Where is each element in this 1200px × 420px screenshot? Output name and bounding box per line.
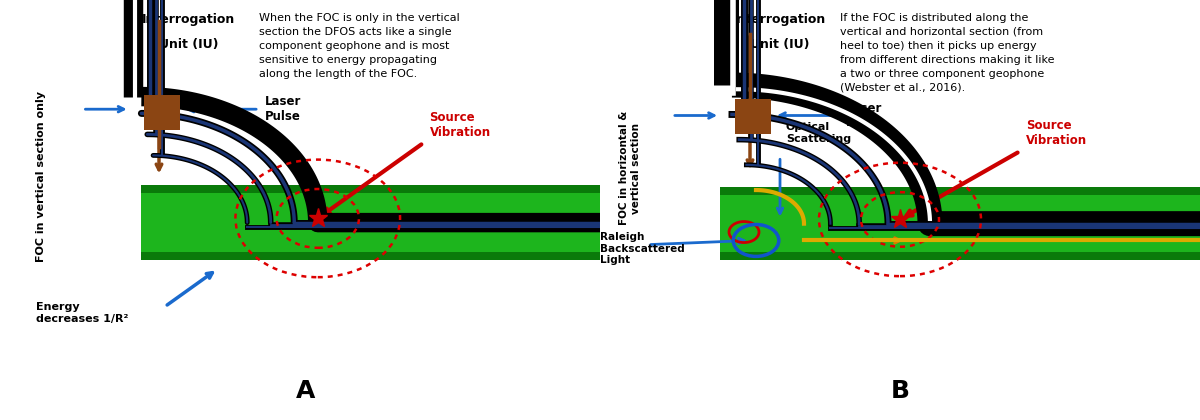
- Text: FOC in horizontal &
vertical section: FOC in horizontal & vertical section: [619, 111, 641, 225]
- Text: Laser
Pulse: Laser Pulse: [265, 95, 301, 123]
- Bar: [734, 99, 772, 134]
- Bar: [720, 252, 1200, 260]
- Bar: [720, 187, 1200, 260]
- Text: Unit (IU): Unit (IU): [750, 38, 810, 51]
- Text: B: B: [890, 379, 910, 403]
- Text: Interrogation: Interrogation: [733, 13, 827, 26]
- Text: Optical
Scattering: Optical Scattering: [786, 122, 851, 144]
- Text: If the FOC is distributed along the
vertical and horizontal section (from
heel t: If the FOC is distributed along the vert…: [840, 13, 1055, 92]
- Text: A: A: [296, 379, 316, 403]
- Bar: [142, 185, 600, 193]
- Text: FOC in vertical section only: FOC in vertical section only: [36, 91, 47, 262]
- Text: Raleigh
Backscattered
Light: Raleigh Backscattered Light: [600, 232, 685, 265]
- Text: Energy
decreases 1/R²: Energy decreases 1/R²: [36, 302, 128, 324]
- Text: When the FOC is only in the vertical
section the DFOS acts like a single
compone: When the FOC is only in the vertical sec…: [259, 13, 460, 79]
- Text: Source
Vibration: Source Vibration: [430, 110, 491, 139]
- Bar: [738, 103, 766, 130]
- Bar: [142, 185, 600, 260]
- Text: Interrogation: Interrogation: [142, 13, 235, 26]
- Text: Unit (IU): Unit (IU): [158, 38, 218, 51]
- Bar: [148, 99, 174, 126]
- Bar: [144, 94, 180, 130]
- Bar: [142, 252, 600, 260]
- Text: Source
Vibration: Source Vibration: [1026, 119, 1087, 147]
- Bar: [720, 187, 1200, 195]
- Text: Laser
Pulse: Laser Pulse: [846, 102, 882, 129]
